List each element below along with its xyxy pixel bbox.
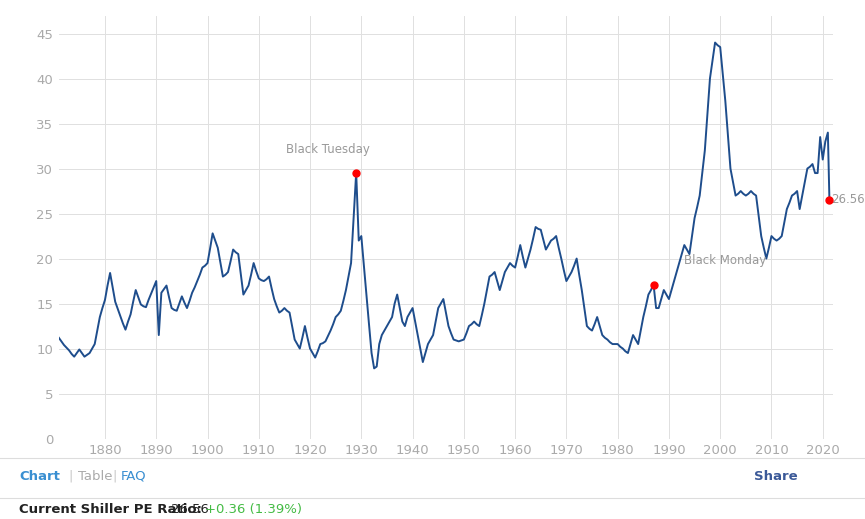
Text: |: |: [68, 470, 73, 483]
Text: +0.36 (1.39%): +0.36 (1.39%): [205, 503, 302, 516]
Text: f: f: [727, 470, 734, 485]
Text: Table: Table: [78, 470, 112, 483]
Text: |: |: [112, 470, 117, 483]
Text: FAQ: FAQ: [121, 470, 147, 483]
Text: 26.56: 26.56: [171, 503, 209, 516]
Text: Current Shiller PE Ratio:: Current Shiller PE Ratio:: [19, 503, 202, 516]
Text: Black Monday: Black Monday: [684, 254, 766, 267]
Text: Share: Share: [754, 470, 798, 483]
Text: Black Tuesday: Black Tuesday: [286, 143, 370, 156]
Text: Chart: Chart: [19, 470, 60, 483]
Text: 26.56: 26.56: [831, 193, 865, 206]
